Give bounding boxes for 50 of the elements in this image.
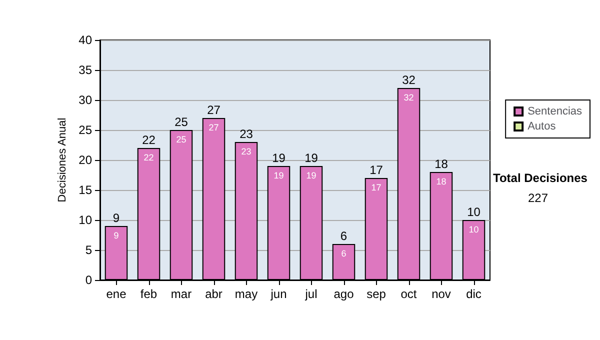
- data-label: 10: [468, 224, 479, 234]
- total-label: 25: [174, 115, 188, 129]
- data-label: 27: [208, 122, 219, 132]
- data-label: 25: [176, 134, 186, 144]
- legend-label: Autos: [528, 120, 556, 132]
- x-tick-label: ene: [106, 287, 127, 301]
- data-label: 6: [341, 248, 346, 258]
- x-tick-label: mar: [170, 287, 192, 301]
- data-label: 17: [371, 182, 382, 192]
- data-label: 9: [114, 230, 119, 240]
- total-label: 10: [467, 205, 481, 219]
- data-label: 22: [144, 152, 154, 162]
- y-tick-label: 25: [78, 123, 92, 137]
- legend-label: Sentencias: [528, 106, 582, 118]
- data-label: 23: [241, 146, 252, 156]
- y-tick-label: 5: [85, 243, 92, 257]
- x-tick-label: ago: [334, 287, 354, 301]
- x-tick-label: sep: [366, 287, 386, 301]
- x-tick-label: oct: [400, 287, 418, 301]
- x-tick-label: abr: [205, 287, 222, 301]
- total-label: 32: [402, 73, 416, 87]
- y-tick-label: 10: [78, 213, 92, 227]
- y-axis-title: Decisiones Anual: [56, 118, 68, 202]
- total-label: 6: [340, 229, 348, 243]
- y-tick-label: 0: [85, 273, 92, 287]
- total-label: 22: [142, 133, 156, 147]
- total-label: 9: [112, 211, 120, 225]
- y-tick-label: 15: [78, 183, 92, 197]
- total-label: 27: [207, 103, 221, 117]
- y-tick-label: 35: [78, 63, 92, 77]
- total-label: 23: [240, 127, 254, 141]
- x-tick-label: feb: [140, 287, 158, 301]
- y-tick-label: 30: [78, 93, 92, 107]
- total-label: 17: [370, 163, 384, 177]
- y-tick-label: 20: [78, 153, 92, 167]
- data-label: 18: [436, 176, 446, 186]
- x-tick-label: may: [234, 287, 258, 301]
- total-label: 19: [304, 151, 318, 165]
- x-tick-label: dic: [466, 287, 482, 301]
- x-tick-label: nov: [432, 287, 451, 301]
- x-tick-label: jun: [270, 287, 287, 301]
- text: Total Decisiones: [493, 171, 588, 185]
- x-tick-label: jul: [304, 287, 318, 301]
- text: 227: [528, 191, 548, 205]
- data-label: 19: [306, 170, 316, 180]
- data-label: 19: [274, 170, 284, 180]
- total-label: 19: [272, 151, 286, 165]
- data-label: 32: [404, 92, 414, 102]
- total-label: 18: [434, 157, 448, 171]
- y-tick-label: 40: [78, 33, 92, 47]
